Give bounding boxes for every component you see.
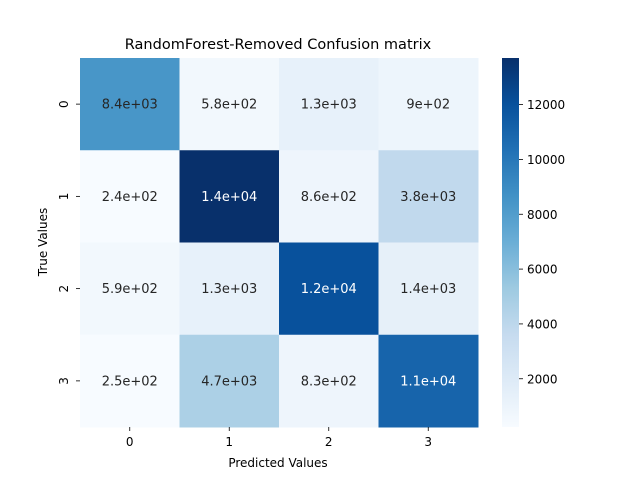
cell-annotation: 8.6e+02 [301,190,357,205]
x-axis-ticks: 0 1 2 3 [126,427,432,449]
colorbar-ticks: 2000 4000 6000 8000 10000 12000 [519,98,565,386]
colorbar-tick-label: 6000 [527,263,558,277]
cell-annotation: 1.3e+03 [301,98,357,113]
y-tick-label: 1 [57,193,71,201]
heatmap-cell [279,334,379,428]
cell-annotation: 5.8e+02 [201,98,257,113]
heatmap-cell [80,150,180,243]
x-tick-label: 2 [325,435,333,449]
y-tick-label: 0 [57,100,71,108]
cell-annotation: 9e+02 [406,98,450,113]
y-tick-label: 3 [57,377,71,385]
y-axis-ticks: 0 1 2 3 [57,100,80,385]
y-tick-label: 2 [57,285,71,293]
heatmap-cell [279,150,379,243]
x-axis-label: Predicted Values [228,456,327,470]
cell-annotation: 8.3e+02 [301,374,357,389]
heatmap-cells: 8.4e+03 5.8e+02 1.3e+03 9e+02 2.4e+02 1.4e+04… [80,58,479,428]
cell-annotation: 1.4e+03 [400,282,456,297]
cell-annotation: 1.2e+04 [301,282,357,297]
cell-annotation: 5.9e+02 [102,282,158,297]
cell-annotation: 1.3e+03 [201,282,257,297]
colorbar [502,58,519,427]
x-tick-label: 1 [225,435,233,449]
cell-annotation: 3.8e+03 [400,190,456,205]
x-tick-label: 0 [126,435,134,449]
colorbar-tick-label: 10000 [527,153,565,167]
heatmap-cell [179,150,280,243]
cell-annotation: 1.4e+04 [201,190,257,205]
cell-annotation: 2.4e+02 [102,190,158,205]
cell-annotation: 1.1e+04 [400,374,456,389]
heatmap-cell [279,242,379,336]
colorbar-tick-label: 2000 [527,372,558,386]
colorbar-tick-label: 8000 [527,208,558,222]
chart-title: RandomForest-Removed Confusion matrix [125,37,432,53]
heatmap-cell [179,242,280,336]
x-tick-label: 3 [424,435,432,449]
heatmap-cell [378,58,479,151]
heatmap-cell [179,334,280,428]
heatmap-cell [378,150,479,243]
heatmap-cell [279,58,379,151]
cell-annotation: 2.5e+02 [102,374,158,389]
heatmap-cell [378,334,479,428]
heatmap-cell [80,58,180,151]
cell-annotation: 4.7e+03 [201,374,257,389]
colorbar-tick-label: 4000 [527,317,558,331]
heatmap-cell [179,58,280,151]
heatmap-cell [80,334,180,428]
cell-annotation: 8.4e+03 [102,98,158,113]
colorbar-tick-label: 12000 [527,98,565,112]
y-axis-label: True Values [36,208,50,278]
heatmap-cell [378,242,479,336]
heatmap-cell [80,242,180,336]
